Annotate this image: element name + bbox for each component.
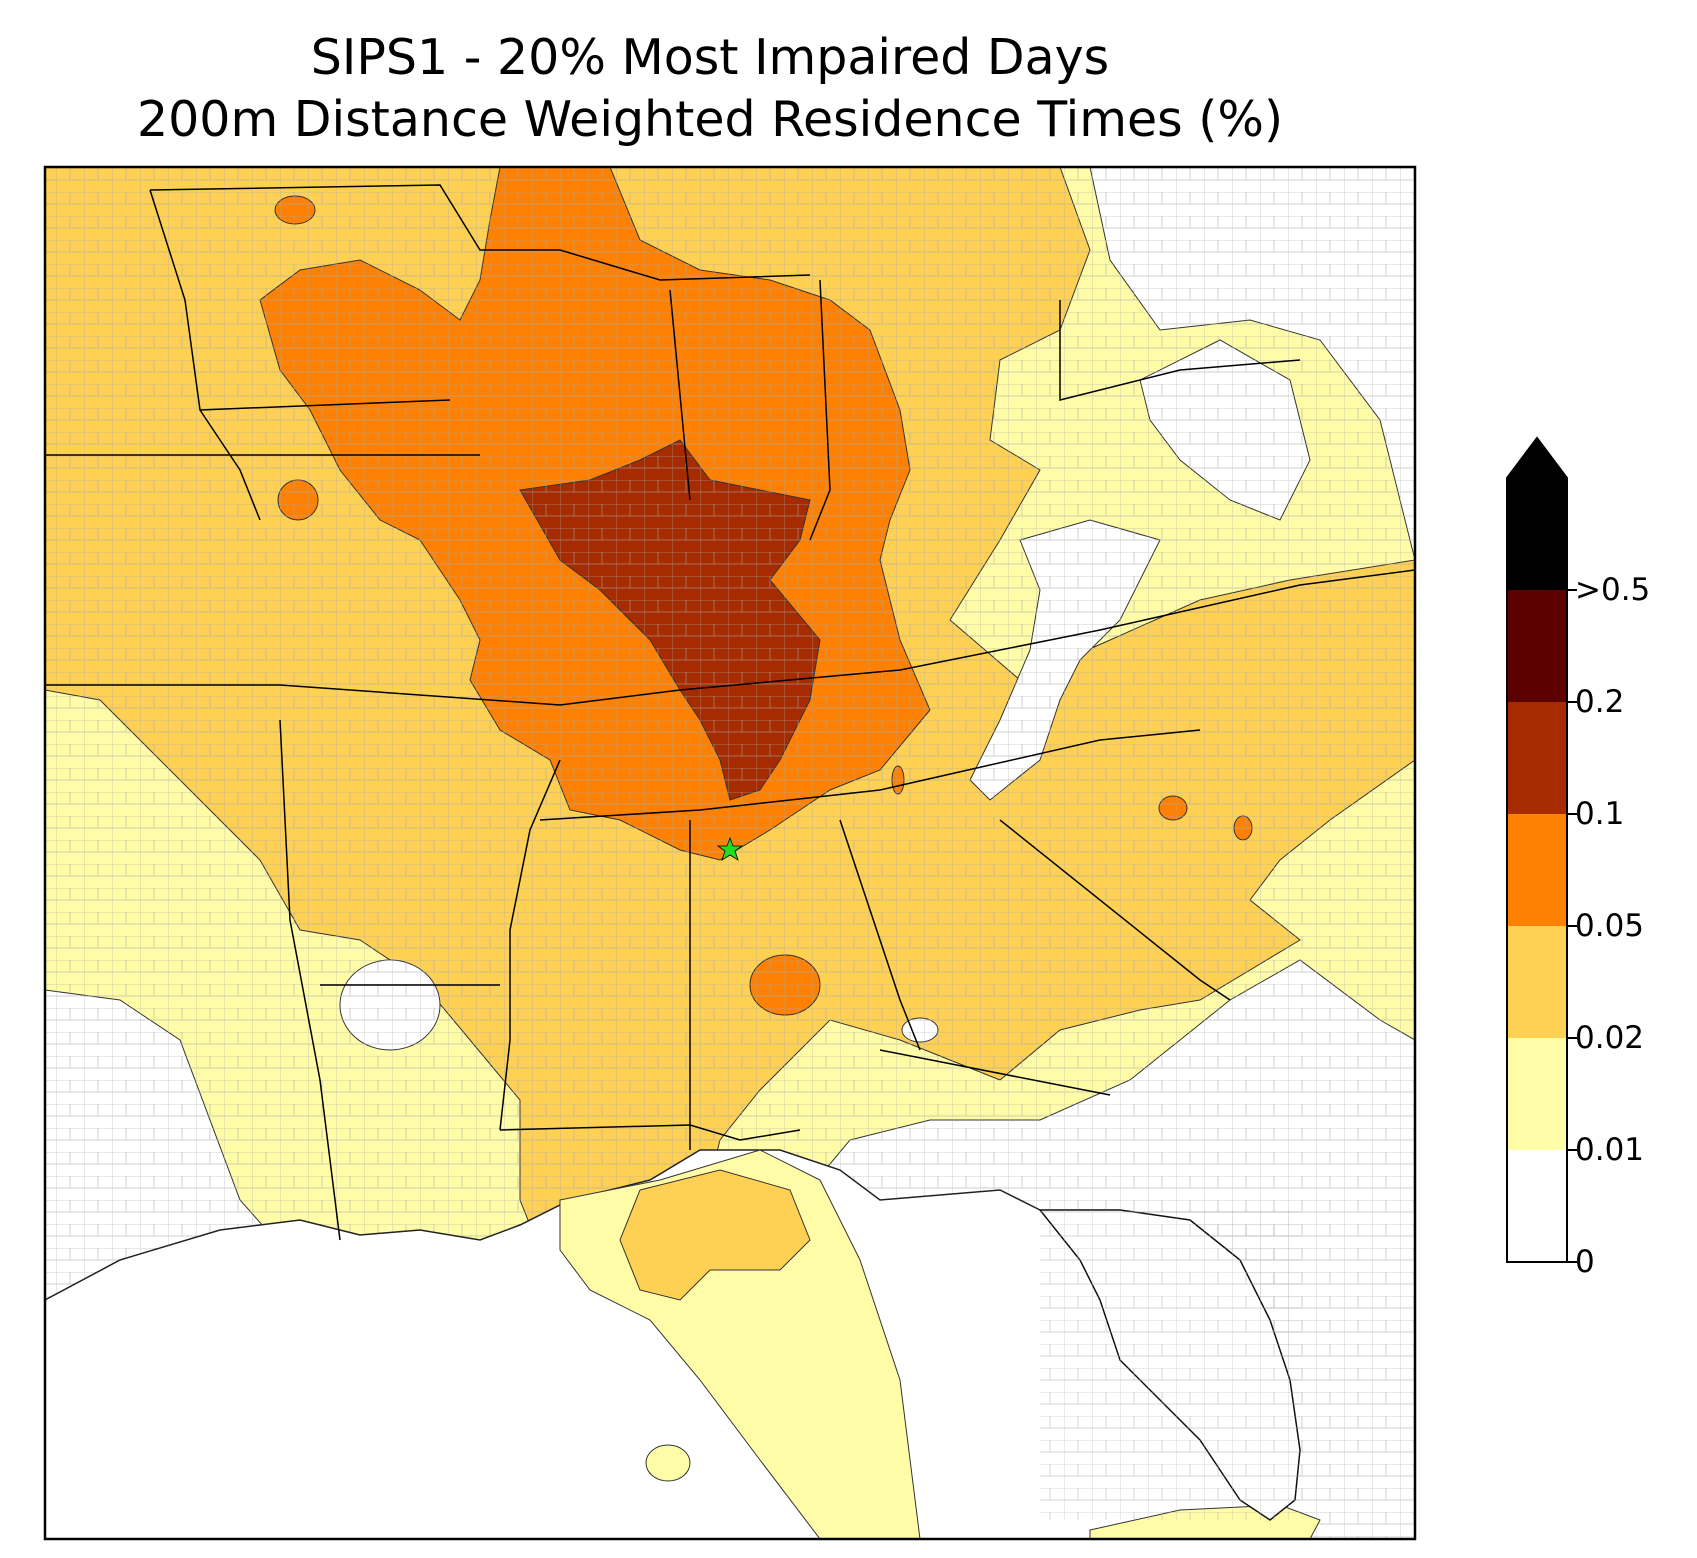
colorbar-tick-label: 0.02: [1575, 1020, 1645, 1056]
source-location-star-icon: [716, 836, 744, 861]
gulf-plume-0.02: [619, 1169, 811, 1301]
colorbar-segment: [1507, 590, 1567, 702]
colorbar: [1506, 436, 1577, 1263]
map-title-line2: 200m Distance Weighted Residence Times (…: [136, 91, 1284, 148]
colorbar-segment: [1507, 926, 1567, 1038]
colorbar-tick-label: 0.1: [1575, 796, 1625, 832]
colorbar-segment: [1507, 814, 1567, 926]
map-frame: [43, 165, 1417, 1541]
colorbar-segment: [1507, 1038, 1567, 1150]
colorbar-segment: [1507, 478, 1567, 590]
colorbar-segment: [1507, 702, 1567, 814]
colorbar-tick-label: 0.05: [1575, 908, 1645, 944]
map-area: [45, 167, 1415, 1539]
colorbar-segment: [1507, 1150, 1567, 1262]
state-boundaries: [45, 184, 1415, 1241]
colorbar-outline: [1506, 436, 1568, 1263]
gulf-plume-blob: [645, 1444, 691, 1482]
colorbar-extend-arrow: [1507, 438, 1567, 478]
colorbar-tick-label: 0.01: [1575, 1132, 1645, 1168]
map-title-line1: SIPS1 - 20% Most Impaired Days: [310, 29, 1110, 86]
colorbar-tick-label: >0.5: [1575, 572, 1651, 608]
colorbar-tick-label: 0: [1575, 1244, 1595, 1280]
colorbar-tick-label: 0.2: [1575, 684, 1625, 720]
